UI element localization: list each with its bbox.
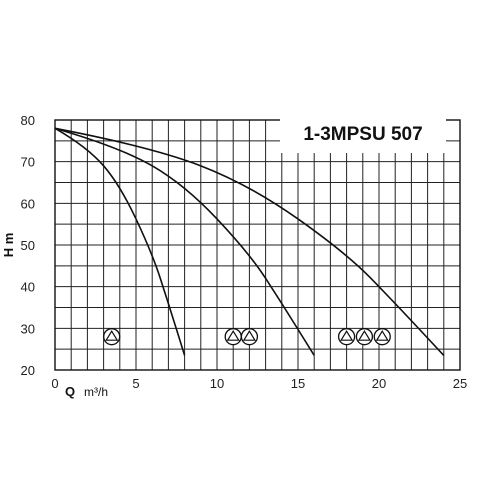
pump-icon	[240, 328, 259, 346]
y-tick-label: 40	[21, 280, 35, 295]
x-axis-unit: m³/h	[84, 385, 108, 399]
y-tick-label: 30	[21, 321, 35, 336]
x-tick-label: 15	[291, 376, 305, 391]
x-axis-label: Q	[65, 384, 75, 399]
x-tick-label: 25	[453, 376, 467, 391]
x-tick-label: 0	[51, 376, 58, 391]
pump-icon-triangle	[340, 330, 354, 341]
chart-title: 1-3MPSU 507	[303, 124, 422, 145]
plot-frame	[54, 119, 461, 371]
pump-markers	[103, 328, 391, 346]
y-tick-label: 70	[21, 155, 35, 170]
curve-2-pump	[54, 127, 315, 356]
y-axis-label-text: H m	[1, 233, 16, 258]
x-tick-label: 10	[210, 376, 224, 391]
x-tick-label: 20	[372, 376, 386, 391]
y-axis-label: H m	[1, 233, 16, 258]
y-tick-label: 60	[21, 196, 35, 211]
title-background	[280, 113, 446, 153]
pump-icon	[337, 328, 356, 346]
pump-icon-triangle	[226, 330, 240, 341]
pump-icon	[373, 328, 391, 346]
tick-labels: 0 5 10 15 20 25 20 30 40 50 60 70 80	[21, 113, 468, 391]
curves	[54, 127, 445, 356]
pump-icon-triangle	[375, 330, 389, 341]
y-tick-label: 80	[21, 113, 35, 128]
curve-3-pump	[54, 127, 445, 356]
y-tick-label: 50	[21, 238, 35, 253]
curve-1-pump	[54, 127, 186, 356]
pump-icon	[103, 328, 121, 346]
pump-icon	[224, 328, 242, 346]
x-tick-label: 5	[132, 376, 139, 391]
pump-icon	[355, 328, 374, 346]
pump-icon-triangle	[242, 330, 256, 341]
pump-icon-triangle	[105, 330, 119, 341]
y-tick-label: 20	[21, 363, 35, 378]
pump-icon-triangle	[357, 330, 371, 341]
